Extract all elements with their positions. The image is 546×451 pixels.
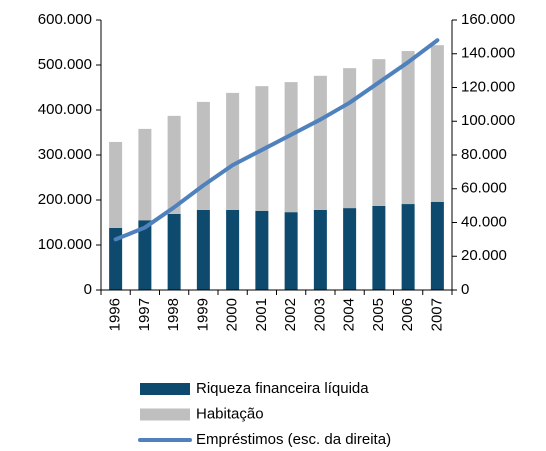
bar-segment — [109, 227, 123, 290]
legend-swatch — [140, 408, 190, 421]
line-series — [113, 38, 440, 242]
bar-segment — [401, 204, 415, 290]
bar-segment — [313, 209, 327, 290]
y-tick-label: 400.000 — [38, 101, 92, 118]
bar-segment — [343, 68, 357, 209]
bar-segment — [167, 115, 181, 214]
bar-segment — [284, 212, 298, 290]
x-tick-label: 1997 — [136, 298, 153, 331]
y2-tick-label: 0 — [461, 281, 469, 298]
x-tick-label: 1998 — [165, 298, 182, 331]
legend-label: Habitação — [196, 405, 264, 422]
x-tick-label: 2004 — [341, 298, 358, 331]
y-tick-label: 100.000 — [38, 236, 92, 253]
x-tick-label: 1996 — [107, 298, 124, 331]
y2-tick-label: 100.000 — [461, 112, 515, 129]
legend-label: Riqueza financeira líquida — [196, 380, 369, 397]
y2-tick-label: 60.000 — [461, 180, 507, 197]
legend-label: Empréstimos (esc. da direita) — [196, 431, 391, 448]
bar-segment — [284, 82, 298, 213]
y2-tick-label: 80.000 — [461, 146, 507, 163]
bar-segment — [226, 92, 240, 210]
bar-segment — [196, 209, 210, 290]
bar-segment — [109, 141, 123, 228]
x-tick-label: 2006 — [399, 298, 416, 331]
bar-segment — [167, 213, 181, 290]
y-tick-label: 600.000 — [38, 11, 92, 28]
bar-segment — [430, 201, 444, 290]
bar-segment — [226, 209, 240, 290]
y2-tick-label: 20.000 — [461, 247, 507, 264]
x-tick-label: 1999 — [194, 298, 211, 331]
legend-swatch — [140, 383, 190, 395]
bar-segment — [138, 220, 152, 290]
bar-segment — [138, 128, 152, 221]
x-tick-label: 2007 — [428, 298, 445, 331]
bar-segment — [313, 75, 327, 210]
bar-segment — [255, 210, 269, 290]
bar-segment — [372, 205, 386, 290]
x-tick-label: 2002 — [282, 298, 299, 331]
x-tick-label: 2005 — [370, 298, 387, 331]
y-tick-label: 300.000 — [38, 146, 92, 163]
bar-segment — [343, 208, 357, 290]
y-tick-label: 0 — [84, 281, 92, 298]
bar-segment — [430, 45, 444, 202]
bar-segment — [401, 51, 415, 205]
y2-tick-label: 120.000 — [461, 78, 515, 95]
x-tick-label: 2001 — [253, 298, 270, 331]
y-tick-label: 200.000 — [38, 191, 92, 208]
y2-tick-label: 40.000 — [461, 213, 507, 230]
x-tick-label: 2000 — [224, 298, 241, 331]
x-tick-label: 2003 — [311, 298, 328, 331]
bar-segment — [196, 101, 210, 210]
y2-tick-label: 160.000 — [461, 11, 515, 28]
y2-tick-label: 140.000 — [461, 45, 515, 62]
bar-segment — [372, 59, 386, 206]
y-tick-label: 500.000 — [38, 56, 92, 73]
